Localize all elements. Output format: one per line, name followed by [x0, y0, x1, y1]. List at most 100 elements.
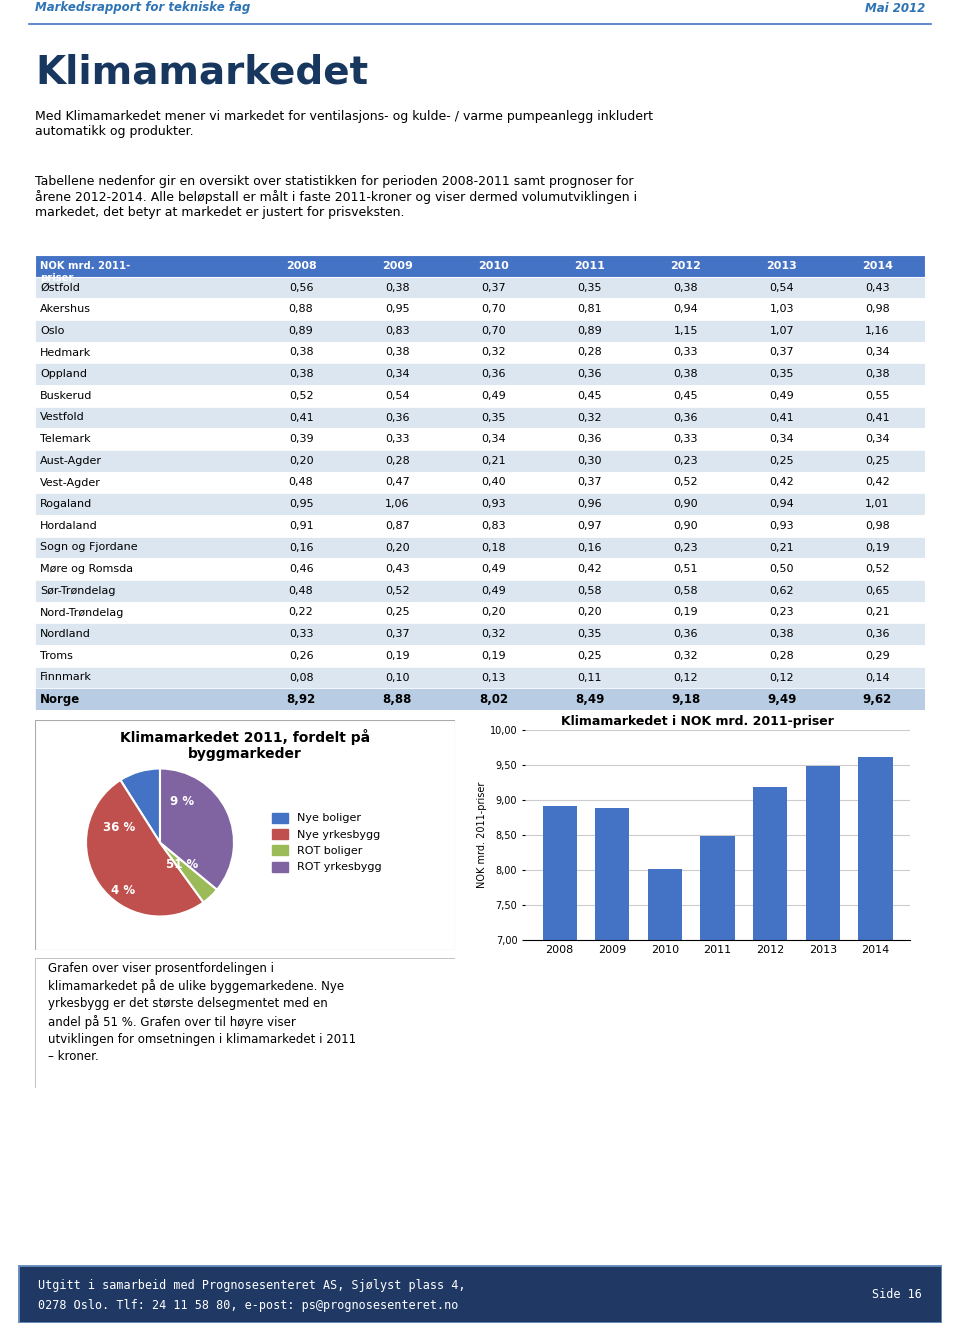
Text: Vestfold: Vestfold — [40, 412, 85, 423]
Bar — [542, 806, 577, 1339]
Text: 0,20: 0,20 — [289, 455, 313, 466]
Text: Møre og Romsda: Møre og Romsda — [40, 564, 133, 574]
Text: 0,35: 0,35 — [577, 629, 602, 639]
Text: 0,21: 0,21 — [865, 608, 890, 617]
Bar — [35, 450, 925, 471]
Text: 0,49: 0,49 — [481, 391, 506, 400]
Text: 0,36: 0,36 — [577, 370, 602, 379]
Text: 8,88: 8,88 — [382, 692, 412, 706]
Text: 0,34: 0,34 — [481, 434, 506, 445]
Text: 0,20: 0,20 — [481, 608, 506, 617]
Bar — [753, 787, 787, 1339]
Text: 0,12: 0,12 — [769, 672, 794, 683]
Text: 0,89: 0,89 — [577, 325, 602, 336]
Bar — [35, 320, 925, 341]
Text: Hedmark: Hedmark — [40, 348, 91, 358]
Text: 0,32: 0,32 — [481, 629, 506, 639]
Text: Markedsrapport for tekniske fag: Markedsrapport for tekniske fag — [35, 1, 251, 15]
Text: 0,37: 0,37 — [481, 283, 506, 292]
Text: 0,38: 0,38 — [673, 283, 698, 292]
Text: 0,48: 0,48 — [289, 586, 314, 596]
Text: 0,65: 0,65 — [865, 586, 890, 596]
Text: 0,23: 0,23 — [673, 542, 698, 553]
Text: Klimamarkedet 2011, fordelt på
byggmarkeder: Klimamarkedet 2011, fordelt på byggmarke… — [120, 730, 370, 762]
Text: 0,62: 0,62 — [769, 586, 794, 596]
Text: 1,03: 1,03 — [770, 304, 794, 315]
Text: 0,28: 0,28 — [769, 651, 794, 661]
Text: 2008: 2008 — [286, 261, 317, 270]
Text: 0,25: 0,25 — [769, 455, 794, 466]
Text: 0,52: 0,52 — [865, 564, 890, 574]
Text: 0,95: 0,95 — [385, 304, 410, 315]
Wedge shape — [160, 769, 234, 889]
Text: 0,25: 0,25 — [385, 608, 410, 617]
Text: 0,54: 0,54 — [769, 283, 794, 292]
Text: Troms: Troms — [40, 651, 73, 661]
Text: 1,15: 1,15 — [673, 325, 698, 336]
Bar — [35, 688, 925, 710]
Text: 0,37: 0,37 — [577, 478, 602, 487]
Text: 0,93: 0,93 — [481, 499, 506, 509]
Text: 0,37: 0,37 — [769, 348, 794, 358]
Legend: Nye boliger, Nye yrkesbygg, ROT boliger, ROT yrkesbygg: Nye boliger, Nye yrkesbygg, ROT boliger,… — [267, 809, 386, 877]
Wedge shape — [120, 769, 160, 842]
Bar — [35, 601, 925, 624]
Bar — [35, 624, 925, 645]
Text: Rogaland: Rogaland — [40, 499, 92, 509]
Text: 0,52: 0,52 — [385, 586, 410, 596]
Text: 0,22: 0,22 — [289, 608, 314, 617]
Text: 0,36: 0,36 — [673, 629, 698, 639]
Text: 0,35: 0,35 — [481, 412, 506, 423]
Text: Nordland: Nordland — [40, 629, 91, 639]
Text: 0,35: 0,35 — [770, 370, 794, 379]
Text: Klimamarkedet i NOK mrd. 2011-priser: Klimamarkedet i NOK mrd. 2011-priser — [561, 715, 834, 727]
Text: 1,01: 1,01 — [865, 499, 890, 509]
Text: Utgitt i samarbeid med Prognosesenteret AS, Sjølyst plass 4,: Utgitt i samarbeid med Prognosesenteret … — [38, 1279, 466, 1292]
Bar — [35, 471, 925, 493]
Text: 0,23: 0,23 — [769, 608, 794, 617]
Bar — [35, 516, 925, 537]
Text: 2014: 2014 — [862, 261, 893, 270]
Text: Med Klimamarkedet mener vi markedet for ventilasjons- og kulde- / varme pumpeanl: Med Klimamarkedet mener vi markedet for … — [35, 110, 653, 138]
Text: 0,49: 0,49 — [769, 391, 794, 400]
Text: 0,88: 0,88 — [289, 304, 314, 315]
Text: 0,19: 0,19 — [385, 651, 410, 661]
Text: Mai 2012: Mai 2012 — [865, 1, 925, 15]
Text: 0,34: 0,34 — [865, 434, 890, 445]
Text: 0,45: 0,45 — [577, 391, 602, 400]
Text: 0,12: 0,12 — [673, 672, 698, 683]
Bar — [35, 645, 925, 667]
Text: 0,46: 0,46 — [289, 564, 313, 574]
Text: Nord-Trøndelag: Nord-Trøndelag — [40, 608, 125, 617]
Text: 0,36: 0,36 — [385, 412, 410, 423]
Bar — [35, 363, 925, 386]
Text: 1,16: 1,16 — [865, 325, 890, 336]
Text: 0,10: 0,10 — [385, 672, 410, 683]
Text: 1,06: 1,06 — [385, 499, 410, 509]
Text: 0,32: 0,32 — [577, 412, 602, 423]
Text: 0,28: 0,28 — [385, 455, 410, 466]
Text: 0,29: 0,29 — [865, 651, 890, 661]
Text: 0,37: 0,37 — [385, 629, 410, 639]
Text: 9,62: 9,62 — [863, 692, 892, 706]
Text: 0,42: 0,42 — [865, 478, 890, 487]
Text: 0,83: 0,83 — [481, 521, 506, 530]
Text: 0,25: 0,25 — [865, 455, 890, 466]
Text: Finnmark: Finnmark — [40, 672, 92, 683]
Text: Østfold: Østfold — [40, 283, 81, 292]
Text: 0,11: 0,11 — [577, 672, 602, 683]
Bar — [35, 667, 925, 688]
Text: 0,34: 0,34 — [385, 370, 410, 379]
Text: 8,49: 8,49 — [575, 692, 604, 706]
Text: Sør-Trøndelag: Sør-Trøndelag — [40, 586, 116, 596]
Text: 0,90: 0,90 — [673, 521, 698, 530]
Text: 0,35: 0,35 — [577, 283, 602, 292]
Text: 0,34: 0,34 — [865, 348, 890, 358]
Text: 0,83: 0,83 — [385, 325, 410, 336]
Text: 0,91: 0,91 — [289, 521, 313, 530]
Text: 0,26: 0,26 — [289, 651, 313, 661]
Text: 0,33: 0,33 — [289, 629, 313, 639]
Text: Telemark: Telemark — [40, 434, 91, 445]
Text: 0,48: 0,48 — [289, 478, 314, 487]
Text: 0,33: 0,33 — [385, 434, 410, 445]
